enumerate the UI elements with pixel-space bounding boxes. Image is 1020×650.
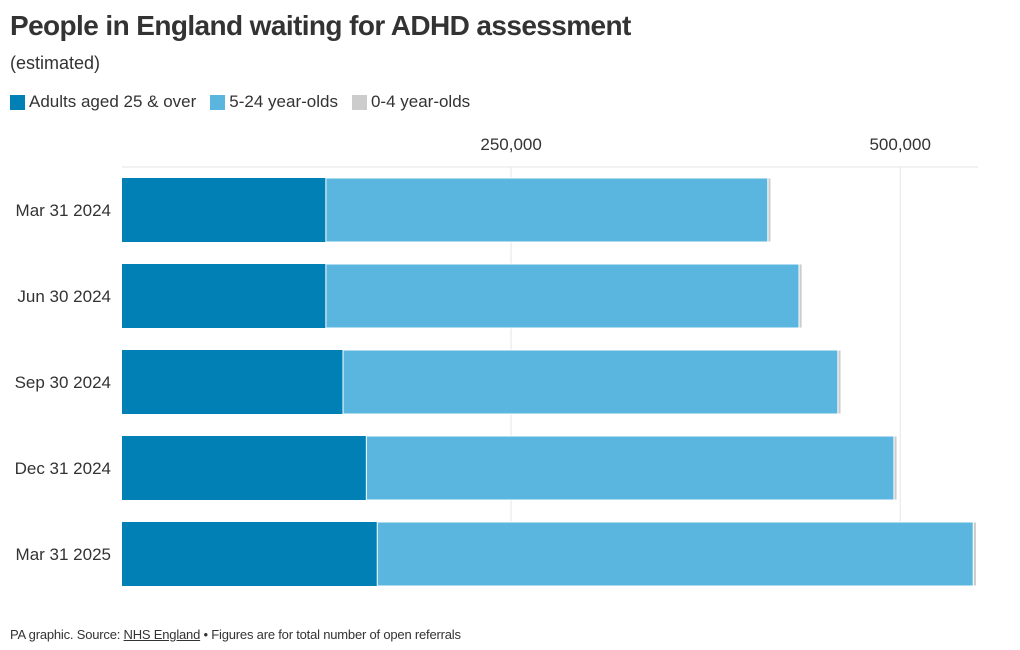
bar-0-4-year-olds-jun-30-2024 [798, 263, 803, 329]
bar-5-24-year-olds-dec-31-2024 [365, 435, 895, 501]
x-tick-label-500000: 500,000 [869, 135, 930, 154]
legend-swatch-youth [210, 94, 226, 110]
y-tick-label-mar-31-2025: Mar 31 2025 [16, 545, 111, 564]
bar-chart: 250,000 500,000 Mar 31 2024 Jun 30 2024 Sep … [15, 135, 978, 587]
bar-adults-aged-25-over-dec-31-2024 [122, 436, 367, 500]
bar-0-4-year-olds-mar-31-2024 [767, 177, 772, 243]
bar-5-24-year-olds-mar-31-2024 [325, 177, 769, 243]
bar-5-24-year-olds-jun-30-2024 [325, 263, 800, 329]
source-link[interactable]: NHS England [123, 627, 201, 642]
legend-swatch-infants [351, 94, 367, 110]
bar-0-4-year-olds-mar-31-2025 [972, 521, 977, 587]
bar-0-4-year-olds-dec-31-2024 [893, 435, 898, 501]
legend-label-adults: Adults aged 25 & over [29, 92, 197, 111]
y-tick-label-mar-31-2024: Mar 31 2024 [16, 201, 111, 220]
legend-item-adults: Adults aged 25 & over [10, 92, 196, 112]
x-tick-label-250000: 250,000 [480, 135, 541, 154]
bar-adults-aged-25-over-mar-31-2024 [122, 178, 326, 242]
bar-adults-aged-25-over-sep-30-2024 [122, 350, 344, 414]
chart-title: People in England waiting for ADHD asses… [10, 10, 631, 41]
bar-adults-aged-25-over-jun-30-2024 [122, 264, 326, 328]
bar-adults-aged-25-over-mar-31-2025 [122, 522, 378, 586]
legend: Adults aged 25 & over 5-24 year-olds 0-4… [10, 92, 484, 112]
legend-label-youth: 5-24 year-olds [229, 92, 338, 111]
bar-5-24-year-olds-sep-30-2024 [342, 349, 839, 415]
footer: PA graphic. Source: NHS England • Figure… [10, 627, 461, 642]
y-tick-label-dec-31-2024: Dec 31 2024 [15, 459, 111, 478]
legend-label-infants: 0-4 year-olds [370, 92, 471, 111]
y-tick-label-jun-30-2024: Jun 30 2024 [17, 287, 111, 306]
footer-suffix: • Figures are for total number of open r… [200, 627, 461, 642]
bar-5-24-year-olds-mar-31-2025 [376, 521, 974, 587]
legend-swatch-adults [10, 94, 25, 110]
chart-subtitle: (estimated) [10, 53, 101, 73]
footer-prefix: PA graphic. Source: [10, 627, 124, 642]
y-tick-label-sep-30-2024: Sep 30 2024 [15, 373, 111, 392]
legend-item-youth: 5-24 year-olds [210, 92, 338, 112]
bar-0-4-year-olds-sep-30-2024 [837, 349, 842, 415]
legend-item-infants: 0-4 year-olds [351, 92, 471, 112]
